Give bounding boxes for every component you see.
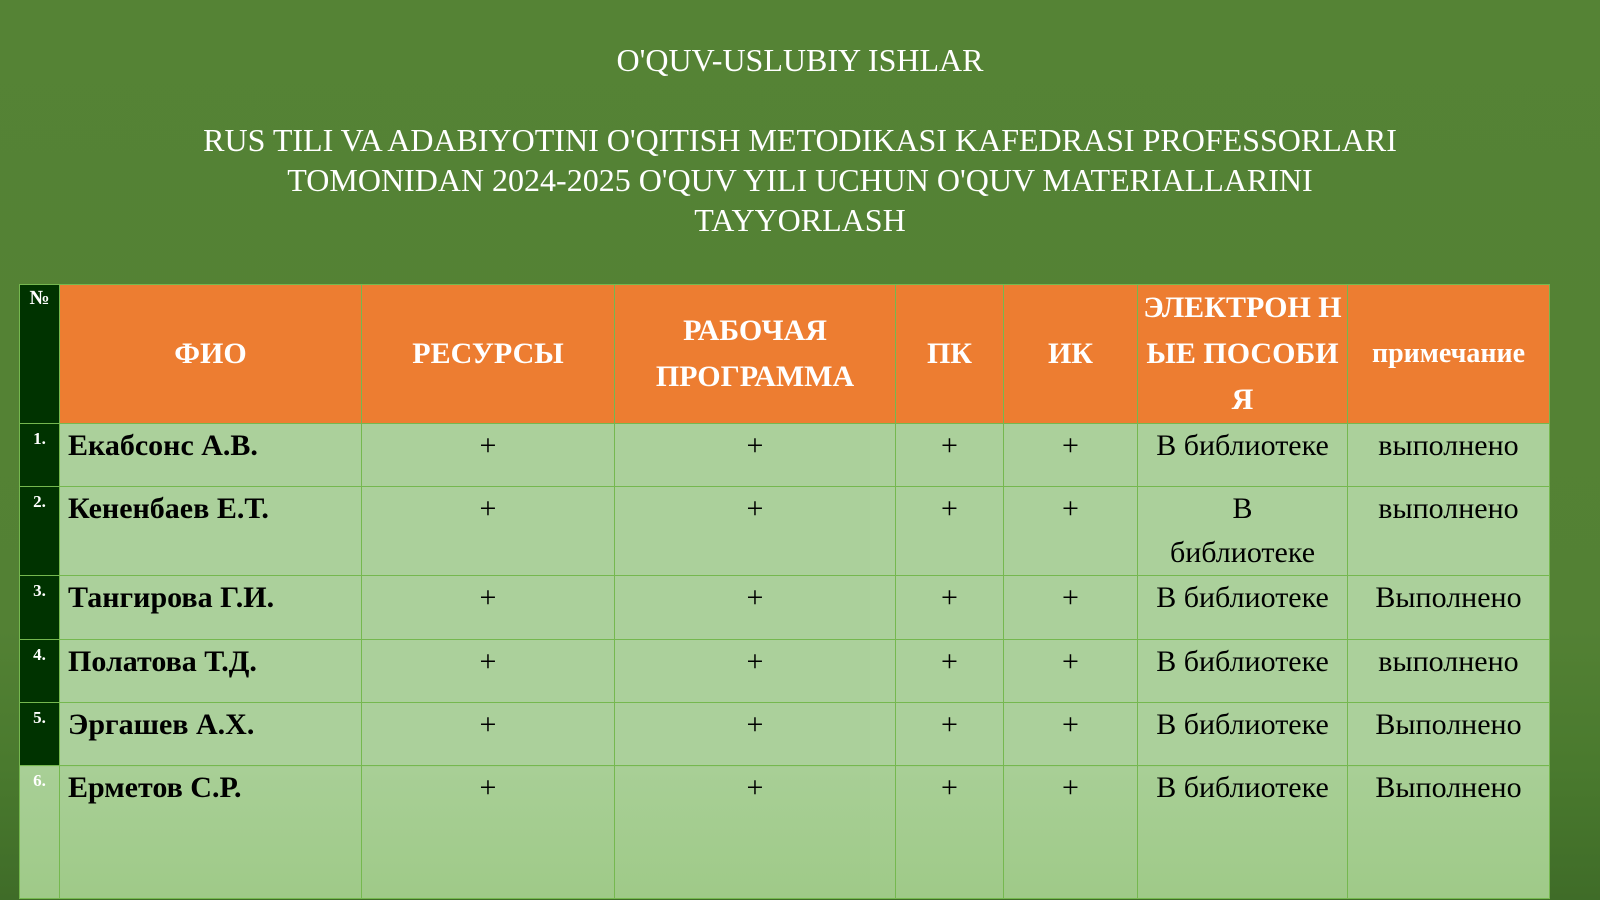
- table-row: 4. Полатова Т.Д. + + + + В библиотеке выполнено: [19, 639, 1550, 703]
- cell-electronic-manuals: В библиотеке: [1137, 639, 1348, 703]
- table-row: 6. Ерметов С.Р. + + + + В библиотеке Выполнено: [19, 765, 1550, 899]
- cell-number: 5.: [19, 702, 60, 766]
- header-note: примечание: [1347, 284, 1550, 424]
- cell-work-program: +: [614, 486, 896, 576]
- cell-ik: +: [1003, 575, 1138, 640]
- cell-resources: +: [361, 639, 615, 703]
- cell-note: выполнено: [1347, 639, 1550, 703]
- cell-work-program: +: [614, 765, 896, 899]
- cell-note: Выполнено: [1347, 765, 1550, 899]
- slide-title: O'QUV-USLUBIY ISHLAR: [616, 42, 984, 78]
- cell-name: Екабсонс А.В.: [59, 423, 362, 487]
- cell-pk: +: [895, 702, 1004, 766]
- table-row: 2. Кененбаев Е.Т. + + + + В библиотеке выполнен…: [19, 486, 1550, 576]
- cell-resources: +: [361, 575, 615, 640]
- cell-pk: +: [895, 639, 1004, 703]
- cell-note: Выполнено: [1347, 702, 1550, 766]
- cell-ik: +: [1003, 486, 1138, 576]
- cell-number: 4.: [19, 639, 60, 703]
- header-resources: РЕСУРСЫ: [361, 284, 615, 424]
- cell-name: Ерметов С.Р.: [59, 765, 362, 899]
- cell-pk: +: [895, 765, 1004, 899]
- table-row: 3. Тангирова Г.И. + + + + В библиотеке Выполнен…: [19, 575, 1550, 640]
- table-row: 1. Екабсонс А.В. + + + + В библиотеке выполнено: [19, 423, 1550, 487]
- cell-resources: +: [361, 423, 615, 487]
- header-work-program: РАБОЧАЯ ПРОГРАММА: [614, 284, 896, 424]
- cell-note: Выполнено: [1347, 575, 1550, 640]
- cell-number: 3.: [19, 575, 60, 640]
- materials-table: № ФИО РЕСУРСЫ РАБОЧАЯ ПРОГРАММА ПК ИК ЭЛ…: [19, 284, 1550, 899]
- header-electronic-manuals: ЭЛЕКТРОН НЫЕ ПОСОБИЯ: [1137, 284, 1348, 424]
- cell-ik: +: [1003, 423, 1138, 487]
- cell-ik: +: [1003, 765, 1138, 899]
- cell-work-program: +: [614, 702, 896, 766]
- cell-work-program: +: [614, 423, 896, 487]
- header-row: № ФИО РЕСУРСЫ РАБОЧАЯ ПРОГРАММА ПК ИК ЭЛ…: [19, 284, 1550, 424]
- header-pk: ПК: [895, 284, 1004, 424]
- cell-number: 6.: [19, 765, 60, 899]
- cell-pk: +: [895, 575, 1004, 640]
- cell-note: выполнено: [1347, 486, 1550, 576]
- cell-work-program: +: [614, 639, 896, 703]
- cell-resources: +: [361, 765, 615, 899]
- cell-resources: +: [361, 486, 615, 576]
- cell-pk: +: [895, 486, 1004, 576]
- cell-pk: +: [895, 423, 1004, 487]
- cell-electronic-manuals: В библиотеке: [1137, 423, 1348, 487]
- cell-number: 1.: [19, 423, 60, 487]
- cell-name: Полатова Т.Д.: [59, 639, 362, 703]
- slide-subtitle: RUS TILI VA ADABIYOTINI O'QITISH METODIK…: [203, 122, 1397, 238]
- cell-electronic-manuals: В библиотеке: [1137, 765, 1348, 899]
- cell-ik: +: [1003, 639, 1138, 703]
- cell-electronic-manuals: В библиотеке: [1137, 575, 1348, 640]
- cell-electronic-manuals: В библиотеке: [1137, 702, 1348, 766]
- cell-note: выполнено: [1347, 423, 1550, 487]
- header-name: ФИО: [59, 284, 362, 424]
- cell-ik: +: [1003, 702, 1138, 766]
- cell-name: Эргашев А.Х.: [59, 702, 362, 766]
- table-row: 5. Эргашев А.Х. + + + + В библиотеке Выполнено: [19, 702, 1550, 766]
- cell-work-program: +: [614, 575, 896, 640]
- cell-resources: +: [361, 702, 615, 766]
- cell-name: Кененбаев Е.Т.: [59, 486, 362, 576]
- cell-number: 2.: [19, 486, 60, 576]
- cell-electronic-manuals: В библиотеке: [1137, 486, 1348, 576]
- cell-name: Тангирова Г.И.: [59, 575, 362, 640]
- header-ik: ИК: [1003, 284, 1138, 424]
- header-number: №: [19, 284, 60, 424]
